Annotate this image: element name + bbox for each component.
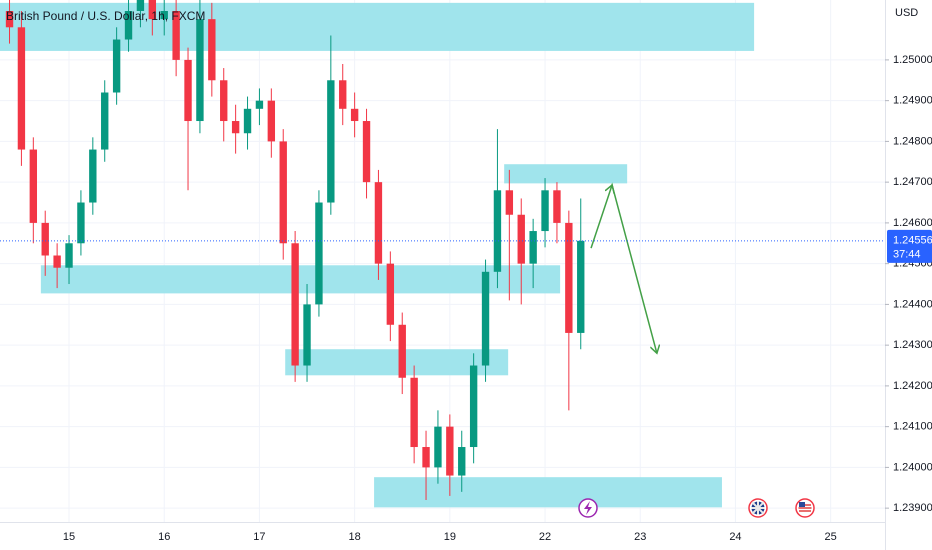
candle-body	[184, 59, 192, 122]
candle-body	[53, 255, 61, 268]
countdown-label: 37:44	[893, 249, 921, 261]
candle-body	[77, 202, 85, 244]
y-tick-label: 1.24000	[893, 461, 932, 473]
candle-body	[565, 222, 573, 333]
currency-label: USD	[895, 7, 918, 19]
candle-body	[172, 11, 180, 60]
candle-body	[446, 426, 454, 476]
y-tick-label: 1.24700	[893, 176, 932, 188]
last-price-box	[887, 229, 932, 263]
candle-body	[362, 121, 371, 183]
candle-body	[577, 240, 585, 333]
x-tick-label: 15	[63, 531, 75, 543]
candle-body	[458, 447, 466, 476]
candle-body	[327, 80, 335, 203]
candle-body	[112, 39, 121, 93]
zone	[40, 265, 561, 294]
chart-title: British Pound / U.S. Dollar, 1h, FXCM	[6, 9, 205, 23]
candle-body	[291, 243, 299, 366]
candle-body	[493, 190, 502, 272]
candle-body	[17, 27, 26, 150]
x-tick-label: 25	[825, 531, 837, 543]
candle-body	[398, 324, 406, 378]
candle-body	[89, 149, 97, 203]
candle-body	[553, 190, 561, 223]
candle-body	[434, 426, 442, 468]
event-icon[interactable]	[578, 498, 598, 518]
candle-body	[517, 214, 525, 264]
zone	[374, 477, 722, 508]
candle-body	[410, 377, 418, 448]
candle-body	[505, 190, 514, 215]
x-tick-label: 17	[253, 531, 265, 543]
y-tick-label: 1.24400	[893, 298, 932, 310]
x-tick-label: 22	[539, 531, 551, 543]
candle-body	[196, 19, 204, 122]
x-tick-label: 19	[444, 531, 456, 543]
y-tick-label: 1.24800	[893, 135, 932, 147]
candle-body	[5, 11, 14, 28]
x-tick-label: 23	[634, 531, 646, 543]
y-tick-label: 1.23900	[893, 502, 932, 514]
us-flag-icon[interactable]	[795, 498, 815, 518]
candle-body	[374, 182, 383, 264]
candle-body	[124, 11, 133, 40]
candle-body	[148, 0, 157, 20]
candle-body	[136, 0, 145, 12]
y-tick-label: 1.24200	[893, 380, 932, 392]
candle-body	[267, 100, 276, 142]
candle-body	[101, 92, 109, 150]
candle-body	[160, 11, 168, 20]
y-tick-label: 1.24900	[893, 95, 932, 107]
candle-body	[65, 243, 73, 268]
zone	[504, 164, 628, 184]
candle-body	[422, 447, 430, 468]
candle-body	[231, 121, 240, 134]
y-tick-label: 1.24300	[893, 339, 932, 351]
candle-body	[529, 231, 537, 264]
candle-body	[220, 80, 228, 122]
candle-body	[41, 222, 49, 256]
y-tick-label: 1.24100	[893, 421, 932, 433]
x-tick-label: 24	[729, 531, 741, 543]
candle-body	[386, 263, 395, 325]
candle-body	[481, 271, 490, 366]
candle-body	[350, 108, 359, 122]
candle-body	[303, 304, 311, 366]
uk-flag-icon[interactable]	[748, 498, 768, 518]
candle-body	[541, 190, 549, 232]
candle-body	[255, 100, 264, 109]
candle-body	[29, 149, 38, 223]
x-tick-label: 18	[349, 531, 361, 543]
candle-body	[315, 202, 323, 305]
candle-body	[469, 365, 478, 448]
candle-body	[208, 19, 216, 81]
last-price-label: 1.24556	[893, 235, 932, 247]
candle-body	[339, 80, 347, 109]
x-tick-label: 16	[158, 531, 170, 543]
y-tick-label: 1.24600	[893, 217, 932, 229]
candle-body	[279, 141, 287, 244]
y-tick-label: 1.25000	[893, 54, 932, 66]
candle-body	[243, 108, 252, 134]
